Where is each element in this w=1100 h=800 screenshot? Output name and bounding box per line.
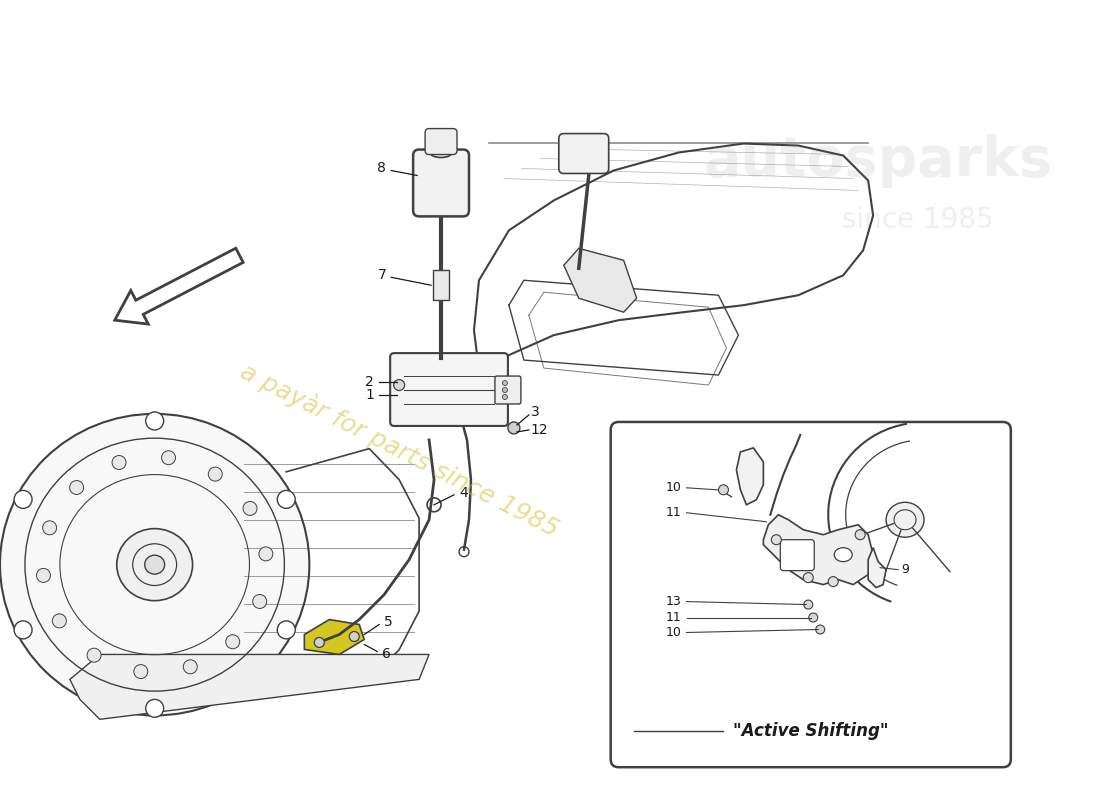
Text: 13: 13 — [666, 595, 682, 608]
Text: 3: 3 — [531, 405, 540, 419]
Circle shape — [36, 569, 51, 582]
FancyBboxPatch shape — [780, 540, 814, 570]
Text: 4: 4 — [459, 486, 468, 500]
Circle shape — [87, 648, 101, 662]
Polygon shape — [763, 514, 873, 585]
Circle shape — [803, 573, 813, 582]
Circle shape — [350, 631, 360, 642]
Circle shape — [226, 634, 240, 649]
FancyBboxPatch shape — [610, 422, 1011, 767]
Circle shape — [112, 455, 126, 470]
Text: 11: 11 — [666, 506, 682, 519]
Text: 6: 6 — [382, 647, 392, 662]
Text: "Active Shifting": "Active Shifting" — [733, 722, 888, 740]
FancyArrow shape — [114, 248, 243, 324]
Text: 11: 11 — [666, 611, 682, 624]
Text: 9: 9 — [901, 563, 909, 576]
Circle shape — [243, 502, 257, 515]
Text: a payàr for parts since 1985: a payàr for parts since 1985 — [235, 358, 562, 542]
Circle shape — [508, 422, 520, 434]
Text: 12: 12 — [531, 423, 549, 437]
Circle shape — [277, 490, 295, 508]
Circle shape — [503, 387, 507, 393]
Text: 5: 5 — [384, 614, 393, 629]
Circle shape — [145, 699, 164, 718]
Circle shape — [503, 394, 507, 399]
Text: 1: 1 — [365, 388, 374, 402]
Ellipse shape — [834, 548, 852, 562]
Polygon shape — [736, 448, 763, 505]
Bar — [433, 270, 449, 300]
Circle shape — [718, 485, 728, 494]
Circle shape — [804, 600, 813, 609]
Text: since 1985: since 1985 — [843, 206, 993, 234]
Text: 7: 7 — [377, 268, 386, 282]
Ellipse shape — [430, 147, 452, 158]
FancyBboxPatch shape — [390, 353, 508, 426]
Circle shape — [253, 594, 266, 609]
Circle shape — [145, 412, 164, 430]
Circle shape — [134, 665, 147, 678]
Text: autosparks: autosparks — [704, 134, 1053, 187]
Circle shape — [14, 490, 32, 508]
Circle shape — [503, 381, 507, 386]
Circle shape — [184, 660, 197, 674]
Text: 2: 2 — [365, 375, 374, 389]
Circle shape — [162, 450, 176, 465]
Circle shape — [855, 530, 865, 540]
Ellipse shape — [145, 555, 165, 574]
FancyBboxPatch shape — [425, 129, 456, 154]
Text: 10: 10 — [666, 482, 682, 494]
Text: 8: 8 — [377, 162, 386, 175]
Ellipse shape — [887, 502, 924, 538]
Circle shape — [816, 625, 825, 634]
Circle shape — [53, 614, 66, 628]
Polygon shape — [305, 619, 364, 654]
Polygon shape — [868, 548, 887, 587]
Circle shape — [14, 621, 32, 639]
Circle shape — [43, 521, 56, 535]
Circle shape — [771, 534, 781, 545]
Polygon shape — [70, 654, 429, 719]
Circle shape — [258, 547, 273, 561]
Circle shape — [808, 613, 817, 622]
Text: 10: 10 — [666, 626, 682, 639]
FancyBboxPatch shape — [559, 134, 608, 174]
Circle shape — [315, 638, 324, 647]
Circle shape — [394, 379, 405, 390]
Ellipse shape — [0, 414, 309, 715]
Circle shape — [69, 481, 84, 494]
Circle shape — [277, 621, 295, 639]
FancyBboxPatch shape — [414, 150, 469, 216]
Circle shape — [828, 577, 838, 586]
FancyBboxPatch shape — [495, 376, 521, 404]
Circle shape — [208, 467, 222, 481]
Polygon shape — [564, 248, 637, 312]
Ellipse shape — [117, 529, 192, 601]
